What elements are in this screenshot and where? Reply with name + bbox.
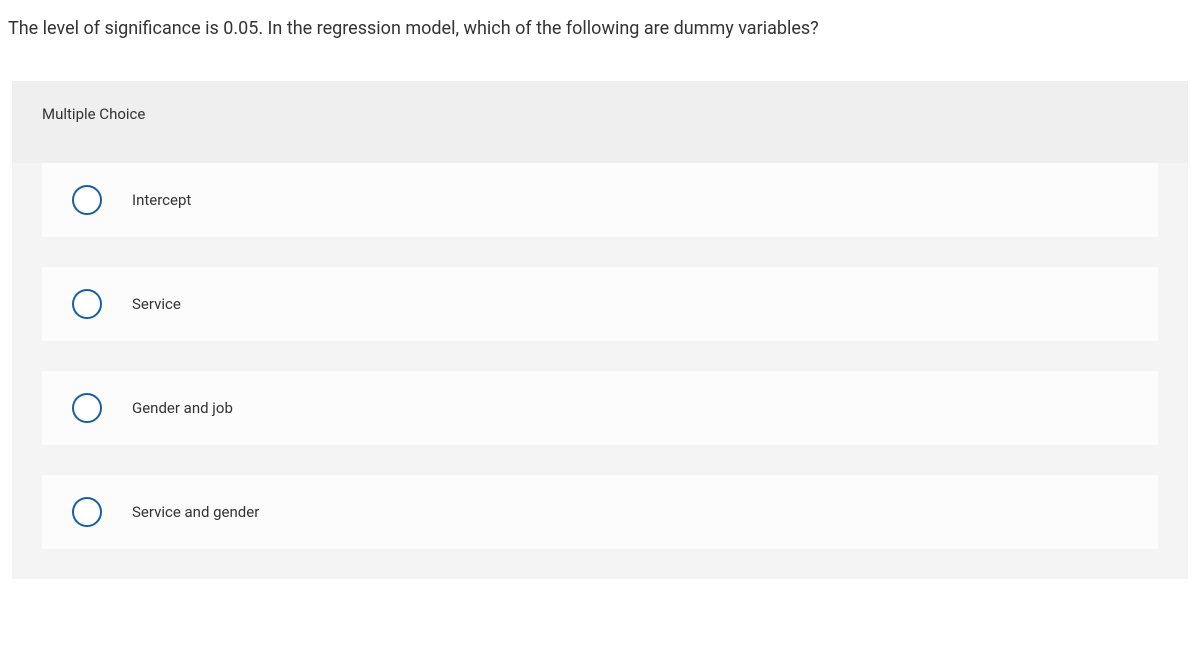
- radio-icon[interactable]: [72, 393, 102, 423]
- section-header: Multiple Choice: [12, 81, 1188, 163]
- option-label: Intercept: [132, 191, 191, 209]
- radio-icon[interactable]: [72, 289, 102, 319]
- question-text: The level of significance is 0.05. In th…: [0, 0, 1200, 81]
- option-row-0[interactable]: Intercept: [42, 163, 1158, 237]
- multiple-choice-container: Multiple Choice Intercept Service Gender…: [12, 81, 1188, 579]
- option-label: Service: [132, 295, 181, 313]
- option-label: Service and gender: [132, 503, 259, 521]
- radio-icon[interactable]: [72, 497, 102, 527]
- option-row-2[interactable]: Gender and job: [42, 371, 1158, 445]
- option-label: Gender and job: [132, 399, 233, 417]
- option-row-3[interactable]: Service and gender: [42, 475, 1158, 549]
- options-list: Intercept Service Gender and job Service…: [12, 163, 1188, 549]
- radio-icon[interactable]: [72, 185, 102, 215]
- option-row-1[interactable]: Service: [42, 267, 1158, 341]
